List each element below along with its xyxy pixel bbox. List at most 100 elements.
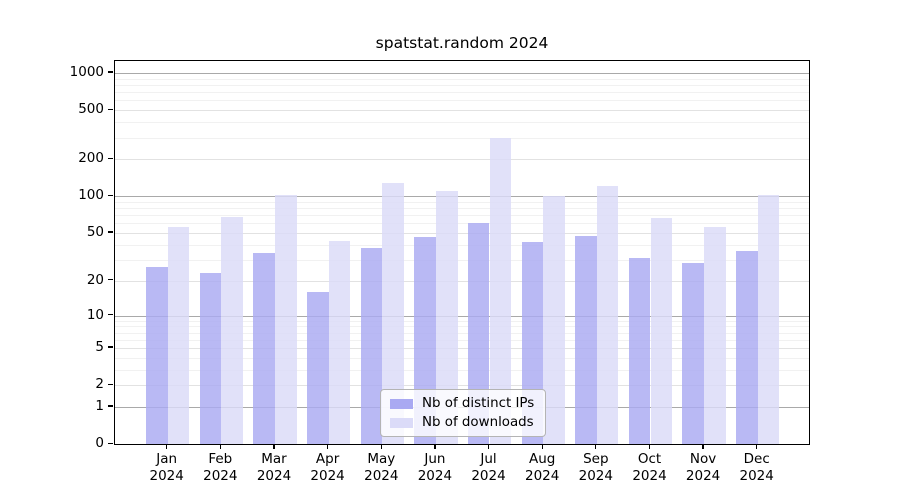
y-tick-label-1000: 1000 — [69, 63, 104, 80]
y-tick-mark — [108, 346, 113, 348]
legend-item-distinct-ips: Nb of distinct IPs — [390, 396, 534, 411]
bar-distinct-ips-apr — [306, 291, 329, 444]
x-tick-label-jul: Jul 2024 — [471, 451, 506, 484]
y-tick-label-5: 5 — [95, 339, 104, 356]
bar-downloads-jun — [435, 191, 458, 444]
x-tick-label-mar: Mar 2024 — [256, 451, 292, 484]
gridline-7 — [115, 332, 809, 334]
x-tick-mark — [702, 444, 704, 449]
gridline-300 — [115, 137, 809, 139]
gridline-200 — [115, 159, 809, 161]
bar-distinct-ips-sep — [575, 235, 597, 444]
gridline-1000 — [115, 72, 809, 74]
gridline-8 — [115, 326, 809, 328]
bar-distinct-ips-jul — [467, 223, 490, 444]
gridline-60 — [115, 223, 809, 225]
x-tick-label-may: May 2024 — [364, 451, 399, 484]
chart-title: spatstat.random 2024 — [375, 34, 549, 52]
bar-distinct-ips-feb — [199, 273, 222, 444]
y-tick-mark — [108, 231, 113, 233]
x-tick-mark — [273, 444, 275, 449]
y-tick-mark — [108, 71, 113, 73]
x-tick-label-nov: Nov 2024 — [685, 451, 721, 484]
gridline-80 — [115, 208, 809, 210]
x-tick-mark — [487, 444, 490, 449]
bar-distinct-ips-oct — [628, 257, 651, 444]
gridline-10 — [115, 315, 809, 317]
bar-distinct-ips-nov — [682, 263, 705, 444]
legend-label-downloads: Nb of downloads — [422, 415, 534, 430]
y-tick-mark — [108, 279, 113, 281]
gridline-5 — [115, 348, 809, 350]
bar-downloads-feb — [221, 217, 243, 444]
x-tick-label-sep: Sep 2024 — [578, 451, 613, 484]
y-tick-mark — [108, 442, 113, 445]
gridline-600 — [115, 100, 809, 102]
gridline-9 — [115, 320, 809, 322]
x-tick-mark — [166, 444, 168, 449]
bar-distinct-ips-dec — [736, 251, 758, 444]
x-tick-mark — [595, 444, 597, 449]
legend-label-distinct-ips: Nb of distinct IPs — [422, 396, 535, 411]
y-tick-label-1: 1 — [95, 398, 104, 415]
x-tick-mark — [648, 444, 651, 449]
gridline-900 — [115, 78, 809, 80]
y-tick-label-2: 2 — [95, 376, 104, 393]
bar-downloads-sep — [596, 185, 619, 444]
legend-item-downloads: Nb of downloads — [390, 415, 534, 430]
bar-distinct-ips-jan — [146, 266, 168, 444]
y-tick-mark — [108, 313, 113, 316]
y-tick-mark — [108, 108, 113, 110]
x-tick-mark — [380, 444, 382, 449]
bar-downloads-dec — [757, 195, 780, 444]
gridline-500 — [115, 110, 809, 112]
y-tick-mark — [108, 157, 113, 159]
gridline-30 — [115, 259, 809, 261]
y-tick-label-10: 10 — [86, 306, 104, 323]
gridline-2 — [115, 385, 809, 387]
bar-downloads-jan — [167, 226, 190, 444]
y-tick-label-0: 0 — [95, 435, 104, 452]
bar-downloads-oct — [650, 217, 673, 444]
gridline-90 — [115, 201, 809, 203]
gridline-400 — [115, 122, 809, 124]
bar-downloads-may — [382, 182, 404, 444]
y-tick-label-500: 500 — [78, 101, 104, 118]
gridline-4 — [115, 357, 809, 359]
bar-distinct-ips-mar — [253, 252, 275, 444]
gridline-100 — [115, 196, 809, 198]
x-tick-label-jun: Jun 2024 — [417, 451, 453, 484]
gridline-800 — [115, 84, 809, 86]
x-tick-label-feb: Feb 2024 — [203, 451, 238, 484]
bar-downloads-apr — [328, 240, 351, 444]
x-tick-label-apr: Apr 2024 — [310, 451, 345, 484]
x-tick-mark — [541, 444, 543, 449]
x-tick-label-aug: Aug 2024 — [525, 451, 560, 484]
x-tick-label-oct: Oct 2024 — [632, 451, 667, 484]
y-tick-label-20: 20 — [86, 271, 104, 288]
legend-swatch-distinct-ips — [390, 398, 413, 409]
gridline-3 — [115, 369, 809, 371]
legend: Nb of distinct IPs Nb of downloads — [380, 389, 547, 437]
gridline-40 — [115, 244, 809, 246]
y-tick-label-200: 200 — [78, 150, 104, 167]
gridline-700 — [115, 92, 809, 94]
y-tick-label-50: 50 — [86, 224, 104, 240]
plot-area: Nb of distinct IPs Nb of downloads — [114, 60, 810, 445]
y-tick-mark — [108, 194, 113, 196]
y-tick-label-100: 100 — [78, 187, 104, 204]
x-tick-label-jan: Jan 2024 — [149, 451, 184, 484]
bar-downloads-aug — [543, 195, 565, 444]
bar-downloads-jul — [489, 138, 512, 444]
gridline-50 — [115, 233, 809, 234]
x-tick-label-dec: Dec 2024 — [739, 451, 774, 484]
x-tick-mark — [756, 444, 758, 449]
gridline-20 — [115, 280, 809, 282]
bar-distinct-ips-may — [360, 248, 383, 444]
gridline-70 — [115, 215, 809, 217]
bar-downloads-mar — [275, 195, 297, 444]
y-tick-mark — [108, 405, 113, 407]
x-tick-mark — [219, 444, 221, 449]
y-tick-mark — [108, 383, 113, 385]
